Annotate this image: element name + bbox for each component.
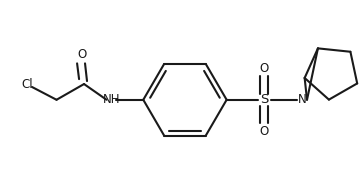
Text: S: S <box>260 93 269 106</box>
Text: N: N <box>298 93 306 106</box>
Text: O: O <box>77 48 87 61</box>
Text: NH: NH <box>103 93 120 106</box>
Text: O: O <box>260 62 269 75</box>
Text: O: O <box>260 125 269 138</box>
Text: Cl: Cl <box>21 78 33 90</box>
